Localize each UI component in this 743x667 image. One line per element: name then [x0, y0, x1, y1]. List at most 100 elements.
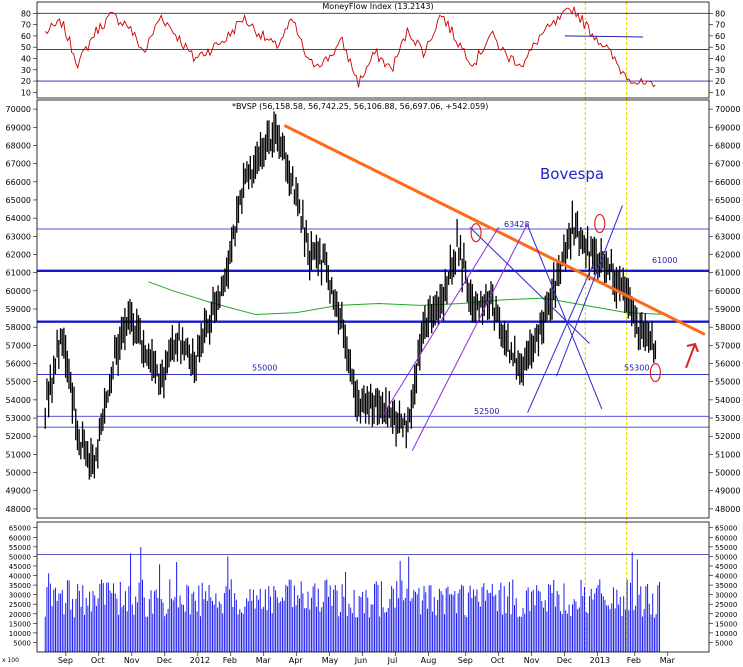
price-tick-label-left: 55000 [6, 378, 31, 387]
price-panel-frame [36, 99, 710, 519]
mfi-tick-label-left: 50 [21, 43, 31, 52]
blue-channel-line [527, 225, 603, 410]
volume-tick-label-left: 40000 [9, 573, 31, 581]
highlight-marker [470, 223, 482, 243]
volume-tick-label-left: 50000 [9, 553, 31, 561]
x-tick-label: Jun [354, 656, 368, 665]
red-arrow-head [686, 342, 699, 353]
price-tick-label-left: 52000 [6, 432, 31, 441]
price-tick-label-left: 59000 [6, 305, 31, 314]
x-tick-label: Feb [223, 656, 237, 665]
mfi-tick-label-right: 50 [715, 43, 725, 52]
volume-tick-label-left: 15000 [9, 620, 31, 628]
volume-tick-label-right: 65000 [715, 525, 737, 533]
x-tick-label: Sep [458, 656, 473, 665]
mfi-tick-label-right: 60 [715, 32, 725, 41]
mfi-tick-label-left: 80 [21, 9, 31, 18]
level-label-52500: 52500 [474, 407, 499, 416]
price-tick-label-left: 64000 [6, 214, 31, 223]
x-tick-label: Mar [256, 656, 272, 665]
volume-tick-label-left: 35000 [9, 582, 31, 590]
x-tick-label: Aug [421, 656, 437, 665]
price-tick-label-left: 58000 [6, 323, 31, 332]
mfi-tick-label-right: 80 [715, 9, 725, 18]
mfi-tick-label-right: 40 [715, 54, 725, 63]
volume-tick-label-right: 10000 [715, 630, 737, 638]
x-tick-label: Feb [627, 656, 641, 665]
volume-tick-label-right: 40000 [715, 573, 737, 581]
x-tick-label: Dec [157, 656, 172, 665]
level-label-63428: 63428 [504, 220, 529, 229]
price-tick-label-right: 62000 [715, 250, 740, 259]
volume-tick-label-left: 55000 [9, 544, 31, 552]
mfi-title: MoneyFlow Index (13.2143) [322, 2, 433, 11]
price-tick-label-left: 67000 [6, 160, 31, 169]
price-tick-label-right: 67000 [715, 160, 740, 169]
x-tick-label: 2012 [190, 656, 210, 665]
price-tick-label-left: 48000 [6, 505, 31, 514]
level-label-55000: 55000 [252, 363, 277, 372]
price-tick-label-right: 70000 [715, 105, 740, 114]
price-tick-label-right: 54000 [715, 396, 740, 405]
x-tick-label: Nov [124, 656, 140, 665]
volume-tick-label-left: 25000 [9, 601, 31, 609]
x-tick-label: Jul [387, 656, 398, 665]
x-tick-label: Sep [58, 656, 73, 665]
price-tick-label-left: 56000 [6, 360, 31, 369]
bovespa-annotation: Bovespa [540, 165, 604, 183]
price-tick-label-right: 58000 [715, 323, 740, 332]
purple-channel-line [411, 223, 529, 451]
price-tick-label-left: 69000 [6, 123, 31, 132]
volume-tick-label-left: 65000 [9, 525, 31, 533]
x-tick-label: Apr [289, 656, 304, 665]
mfi-tick-label-left: 40 [21, 54, 31, 63]
mfi-line [44, 6, 656, 88]
volume-tick-label-right: 30000 [715, 592, 737, 600]
purple-channel-line [382, 226, 500, 415]
blue-channel-line [527, 263, 595, 413]
price-tick-label-right: 59000 [715, 305, 740, 314]
price-tick-label-right: 48000 [715, 505, 740, 514]
mfi-tick-label-right: 10 [715, 88, 725, 97]
price-tick-label-left: 62000 [6, 250, 31, 259]
price-tick-label-right: 55000 [715, 378, 740, 387]
price-tick-label-left: 51000 [6, 450, 31, 459]
mfi-tick-label-left: 30 [21, 66, 31, 75]
volume-tick-label-left: 30000 [9, 592, 31, 600]
x-tick-label: Nov [524, 656, 540, 665]
price-tick-label-right: 66000 [715, 178, 740, 187]
price-tick-label-left: 63000 [6, 232, 31, 241]
price-tick-label-right: 56000 [715, 360, 740, 369]
price-tick-label-right: 53000 [715, 414, 740, 423]
volume-tick-label-right: 15000 [715, 620, 737, 628]
price-tick-label-left: 70000 [6, 105, 31, 114]
volume-panel-frame [36, 521, 710, 653]
price-tick-label-right: 65000 [715, 196, 740, 205]
highlight-marker [649, 363, 662, 383]
mfi-tick-label-left: 60 [21, 32, 31, 41]
x-tick-label: Oct [491, 656, 505, 665]
highlight-marker [594, 213, 606, 234]
price-tick-label-right: 69000 [715, 123, 740, 132]
volume-tick-label-right: 45000 [715, 563, 737, 571]
volume-tick-label-right: 55000 [715, 544, 737, 552]
price-tick-label-right: 57000 [715, 341, 740, 350]
x-tick-label: May [322, 656, 339, 665]
x-tick-label: Mar [660, 656, 676, 665]
price-title: *BVSP (56,158.58, 56,742.25, 56,106.88, … [232, 102, 488, 111]
price-tick-label-left: 66000 [6, 178, 31, 187]
price-tick-label-right: 63000 [715, 232, 740, 241]
price-tick-label-left: 61000 [6, 269, 31, 278]
price-tick-label-left: 54000 [6, 396, 31, 405]
volume-tick-label-left: 45000 [9, 563, 31, 571]
volume-tick-label-right: 35000 [715, 582, 737, 590]
mfi-panel-frame [36, 1, 710, 99]
moving-average-line [148, 281, 668, 316]
blue-channel-line [469, 226, 590, 344]
price-tick-label-left: 65000 [6, 196, 31, 205]
price-tick-label-right: 51000 [715, 450, 740, 459]
price-tick-label-right: 64000 [715, 214, 740, 223]
volume-tick-label-left: 10000 [9, 630, 31, 638]
price-tick-label-right: 52000 [715, 432, 740, 441]
